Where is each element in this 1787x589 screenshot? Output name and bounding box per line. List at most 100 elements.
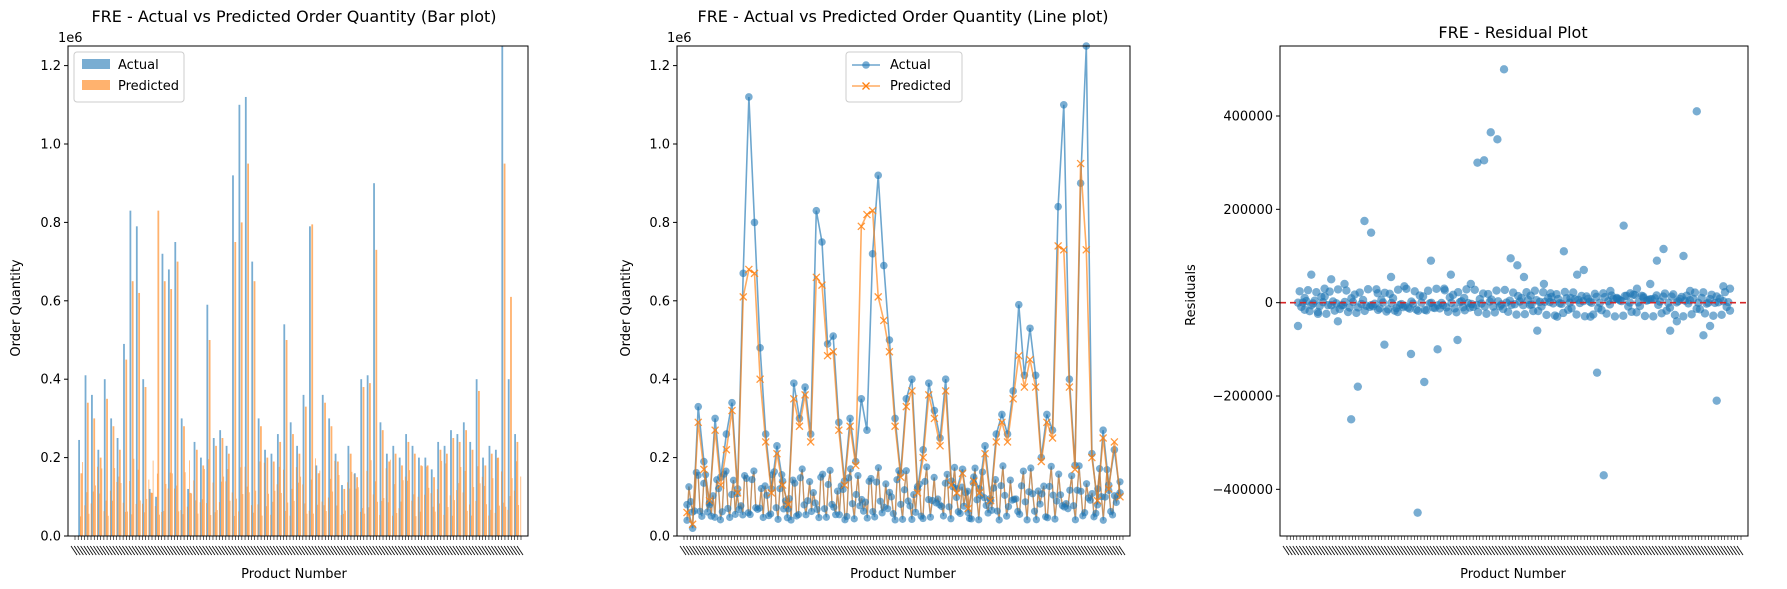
line-chart-xtick-label (1061, 545, 1069, 556)
bar-chart-xtick-label (195, 545, 203, 556)
actual-bar (135, 226, 138, 536)
residual-background-point (1388, 294, 1398, 303)
residual-background-point (1490, 308, 1500, 317)
line-chart-xtick-label (1074, 545, 1082, 556)
residual-background-point (1669, 290, 1678, 299)
background-bar (471, 515, 473, 536)
predicted-bar (413, 453, 416, 536)
background-bar (191, 493, 193, 536)
line-chart-xtick-label (1030, 545, 1037, 556)
residual-chart-xtick-label (1730, 545, 1737, 556)
predicted-point (1020, 383, 1029, 391)
line-chart-xtick-label (780, 545, 788, 556)
bar-chart-xtick-label (218, 545, 225, 556)
actual-bar (110, 418, 113, 536)
background-bar (332, 491, 334, 536)
predicted-bar (298, 453, 301, 536)
actual-bar (167, 269, 170, 536)
residual-chart-xtick-label (1292, 545, 1300, 556)
bar-chart-xtick-label (465, 545, 473, 556)
actual-bar (398, 457, 401, 536)
predicted-bar (381, 430, 384, 536)
predicted-bar (407, 441, 410, 536)
line-chart-xtick-label (995, 545, 1003, 556)
residual-chart-xtick-label (1661, 545, 1669, 556)
actual-bar (264, 449, 266, 536)
line-chart-xtick-label (793, 545, 801, 556)
residual-chart-xtick-label (1521, 545, 1528, 556)
bar-chart-xtick-label (215, 545, 222, 556)
bar-chart-xtick-label (211, 545, 219, 556)
bar-chart-xtick-label (224, 545, 232, 556)
bar-chart-axes-frame (67, 45, 529, 537)
line-chart-xtick-label (821, 545, 829, 556)
residual-chart-xtick-label (1504, 545, 1512, 556)
predicted-point (902, 402, 911, 411)
line-chart-xtick-label (913, 545, 921, 556)
background-bar (407, 480, 408, 536)
bar-chart-xtick-label (513, 545, 521, 556)
predicted-point (1009, 394, 1018, 403)
residual-chart-xtick-label (1361, 545, 1368, 556)
background-bar (129, 481, 131, 536)
bar-chart-xtick-label (304, 545, 312, 556)
predicted-bar (292, 434, 294, 536)
actual-background-point (1040, 482, 1048, 490)
predicted-bar (445, 453, 448, 536)
residual-chart-xtick-label (1677, 545, 1685, 556)
background-bar (488, 515, 490, 536)
background-bar (203, 468, 205, 536)
predicted-point (857, 222, 866, 231)
background-bar (236, 498, 237, 536)
actual-point (868, 249, 877, 258)
residual-chart-xtick-label (1664, 545, 1672, 556)
bar-chart-xtick-label (413, 545, 421, 556)
bar-chart-xtick-label (330, 545, 338, 556)
background-bar (477, 466, 479, 536)
predicted-bar (272, 461, 275, 536)
actual-bar (334, 453, 337, 536)
background-bar (306, 513, 308, 536)
line-chart-offset-label: 1e6 (667, 31, 692, 46)
line-chart-xtick-label (982, 545, 990, 556)
background-bar (92, 491, 94, 536)
line-chart-xtick-label (828, 545, 835, 556)
bar-chart-xtick-label (141, 545, 148, 556)
predicted-bar (516, 441, 519, 536)
actual-background-point (960, 502, 968, 510)
predicted-bar (362, 387, 365, 536)
line-chart-xtick-label (897, 545, 905, 556)
line-chart-xtick-label (1055, 545, 1063, 556)
bar-chart-xtick-label (275, 545, 283, 556)
actual-background-point (943, 470, 951, 478)
bar-chart-ylabel: Order Quantity (9, 259, 24, 357)
predicted-point (767, 488, 776, 497)
actual-bar (270, 453, 273, 536)
residual-chart-xtick-label (1717, 545, 1724, 556)
predicted-point (789, 394, 798, 403)
line-chart-xtick-label (717, 545, 725, 556)
predicted-bar (131, 281, 134, 536)
actual-background-point (804, 497, 812, 505)
actual-background-point (1088, 490, 1096, 498)
actual-background-point (819, 470, 827, 478)
residual-point (1406, 349, 1416, 359)
background-bar (511, 478, 513, 536)
actual-point (750, 218, 759, 227)
predicted-bar (151, 492, 153, 536)
predicted-bar (227, 453, 230, 536)
background-bar (124, 511, 126, 536)
line-chart-xtick-label (985, 545, 993, 556)
residual-chart-xtick-label (1436, 545, 1443, 556)
actual-background-point (975, 516, 983, 524)
background-bar (270, 514, 272, 536)
actual-background-point (802, 511, 810, 519)
background-bar (430, 493, 432, 536)
line-chart-xtick-label (704, 545, 712, 556)
legend-label-predicted: Predicted (118, 79, 179, 94)
line-chart-title: FRE - Actual vs Predicted Order Quantity… (697, 7, 1108, 26)
predicted-point (728, 406, 736, 415)
line-chart-xtick-label (891, 545, 898, 556)
residual-background-point (1699, 288, 1708, 297)
background-bar (434, 511, 436, 536)
